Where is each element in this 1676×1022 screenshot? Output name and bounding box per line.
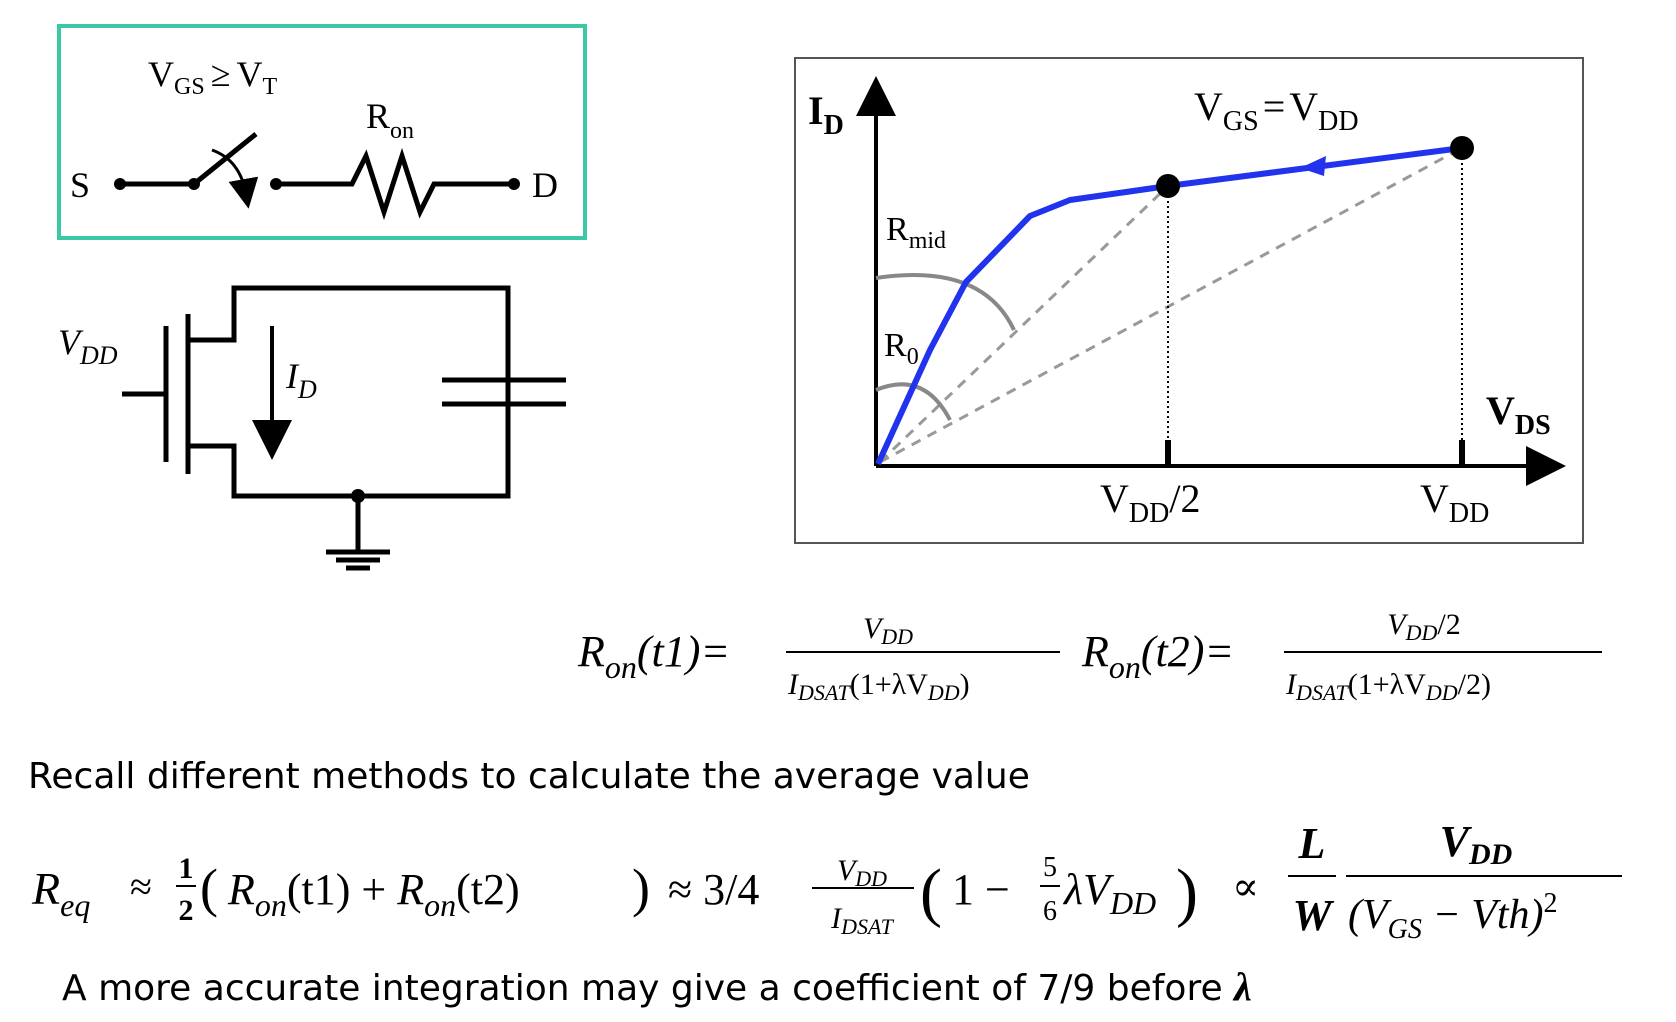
req-lhs: Req xyxy=(31,863,90,923)
switch-arrow xyxy=(211,148,259,209)
circuit-wires xyxy=(188,285,511,499)
approx-three-quarters: ≈ 3/4 xyxy=(668,865,759,914)
rmid-label: Rmid xyxy=(886,211,946,254)
ron-t1-numerator: VDD xyxy=(863,612,913,649)
switch-blade xyxy=(192,132,258,186)
ron-equations: Ron(t1)= VDD IDSAT(1+λVDD) Ron(t2)= VDD/… xyxy=(577,608,1602,705)
dashed-line-vdd xyxy=(879,146,1463,464)
lambda-vdd: λVDD xyxy=(1062,865,1156,921)
w-denominator: W xyxy=(1292,891,1334,940)
ron-t2-lhs: Ron(t2)= xyxy=(1081,627,1234,685)
one-minus: 1 − xyxy=(952,865,1010,914)
r0-label: R0 xyxy=(884,327,919,370)
approx-1: ≈ xyxy=(130,864,152,909)
half-numerator: 1 xyxy=(179,852,194,885)
graph-frame xyxy=(794,57,1584,544)
ron-t2-numerator: VDD/2 xyxy=(1387,608,1460,645)
curve-direction-arrow xyxy=(1300,156,1326,176)
tick-label-vdd-half: VDD/2 xyxy=(1100,476,1200,529)
accurate-text: A more accurate integration may give a c… xyxy=(62,964,1252,1009)
overdrive-denominator: (VGS − Vth)2 xyxy=(1348,888,1558,945)
factor-paren-open: ( xyxy=(920,856,942,929)
vdd-idsat-denominator: IDSAT xyxy=(830,902,895,939)
five-numerator: 5 xyxy=(1043,852,1057,883)
resistor-symbol xyxy=(276,147,514,221)
sum-paren-close: ) xyxy=(632,858,650,918)
l-numerator: L xyxy=(1298,819,1326,868)
drain-label: D xyxy=(532,165,558,205)
id-vds-graph: ID VDS VGS = VDD Rmid R0 VDD/2 xyxy=(794,57,1584,544)
source-terminal xyxy=(114,178,126,190)
req-equation: Req ≈ 1 2 ( Ron(t1) + Ron(t2) ) ≈ 3/4 VD… xyxy=(31,817,1622,945)
switch-condition: VGS ≥ VT xyxy=(148,54,277,100)
dashed-line-vdd-half xyxy=(878,184,1170,464)
x-axis-label: VDS xyxy=(1486,388,1551,441)
drain-terminal xyxy=(508,178,520,190)
ron-label: Ron xyxy=(366,96,414,144)
ron-t2-denominator: IDSAT(1+λVDD/2) xyxy=(1285,668,1491,705)
vdd-idsat-numerator: VDD xyxy=(837,854,887,891)
proportional-symbol: ∝ xyxy=(1232,864,1259,909)
ron-t1-denominator: IDSAT(1+λVDD) xyxy=(787,668,970,705)
half-denominator: 2 xyxy=(179,894,194,927)
sum-paren-open: ( xyxy=(200,858,218,918)
y-axis-label: ID xyxy=(808,88,844,141)
vdd-gate-label: VDD xyxy=(58,322,118,370)
id-label: ID xyxy=(285,356,317,404)
switch-model: VGS ≥ VT Ron S D xyxy=(57,24,587,240)
ron-t1-lhs: Ron(t1)= xyxy=(577,627,730,685)
arc-r0 xyxy=(875,382,952,421)
sum-expression: Ron(t1) + Ron(t2) xyxy=(227,865,520,923)
nmos-circuit: VDD ID xyxy=(58,285,566,571)
point-vdd-half xyxy=(1156,174,1180,198)
point-vdd xyxy=(1450,136,1474,160)
curve-label: VGS = VDD xyxy=(1194,84,1359,137)
switch-model-border xyxy=(57,24,587,240)
vdd-overdrive-numerator: VDD xyxy=(1440,817,1513,871)
recall-text: Recall different methods to calculate th… xyxy=(28,756,1030,797)
tick-label-vdd: VDD xyxy=(1420,476,1489,529)
factor-paren-close: ) xyxy=(1176,856,1198,929)
source-label: S xyxy=(70,165,90,205)
six-denominator: 6 xyxy=(1043,896,1057,927)
